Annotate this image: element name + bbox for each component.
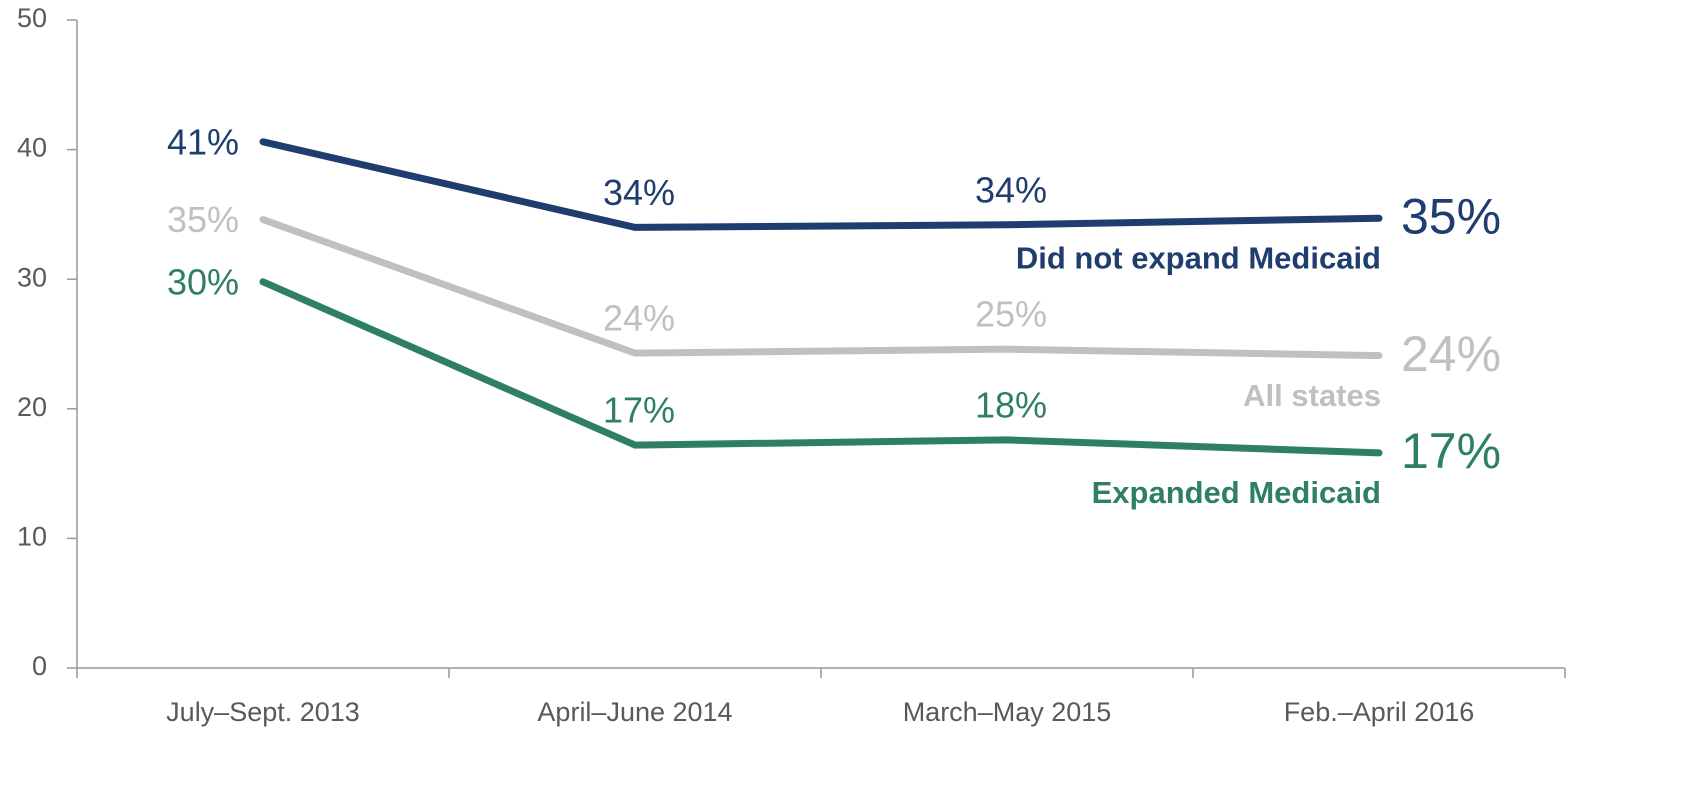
y-tick-label: 40 bbox=[17, 133, 47, 163]
value-label: 30% bbox=[167, 261, 239, 302]
series-name: Did not expand Medicaid bbox=[1016, 240, 1381, 275]
value-label: 18% bbox=[975, 384, 1047, 425]
x-tick-label: April–June 2014 bbox=[537, 697, 732, 727]
value-label: 24% bbox=[603, 298, 675, 339]
x-tick-label: March–May 2015 bbox=[903, 697, 1112, 727]
value-label: 34% bbox=[603, 172, 675, 213]
value-label: 34% bbox=[975, 169, 1047, 210]
value-label: 35% bbox=[1401, 188, 1501, 244]
series-line bbox=[259, 278, 1383, 457]
value-label: 17% bbox=[603, 390, 675, 431]
value-label: 25% bbox=[975, 294, 1047, 335]
value-label: 17% bbox=[1401, 423, 1501, 479]
x-tick-label: July–Sept. 2013 bbox=[166, 697, 360, 727]
series-line bbox=[259, 216, 1383, 360]
series-name: Expanded Medicaid bbox=[1092, 475, 1381, 510]
y-tick-label: 0 bbox=[32, 651, 47, 681]
y-tick-label: 10 bbox=[17, 522, 47, 552]
value-label: 35% bbox=[167, 199, 239, 240]
series-line bbox=[259, 138, 1383, 231]
y-tick-label: 30 bbox=[17, 262, 47, 292]
value-label: 24% bbox=[1401, 326, 1501, 382]
y-tick-label: 20 bbox=[17, 392, 47, 422]
value-label: 41% bbox=[167, 121, 239, 162]
x-tick-label: Feb.–April 2016 bbox=[1284, 697, 1475, 727]
y-tick-label: 50 bbox=[17, 3, 47, 33]
series-name: All states bbox=[1243, 378, 1381, 413]
